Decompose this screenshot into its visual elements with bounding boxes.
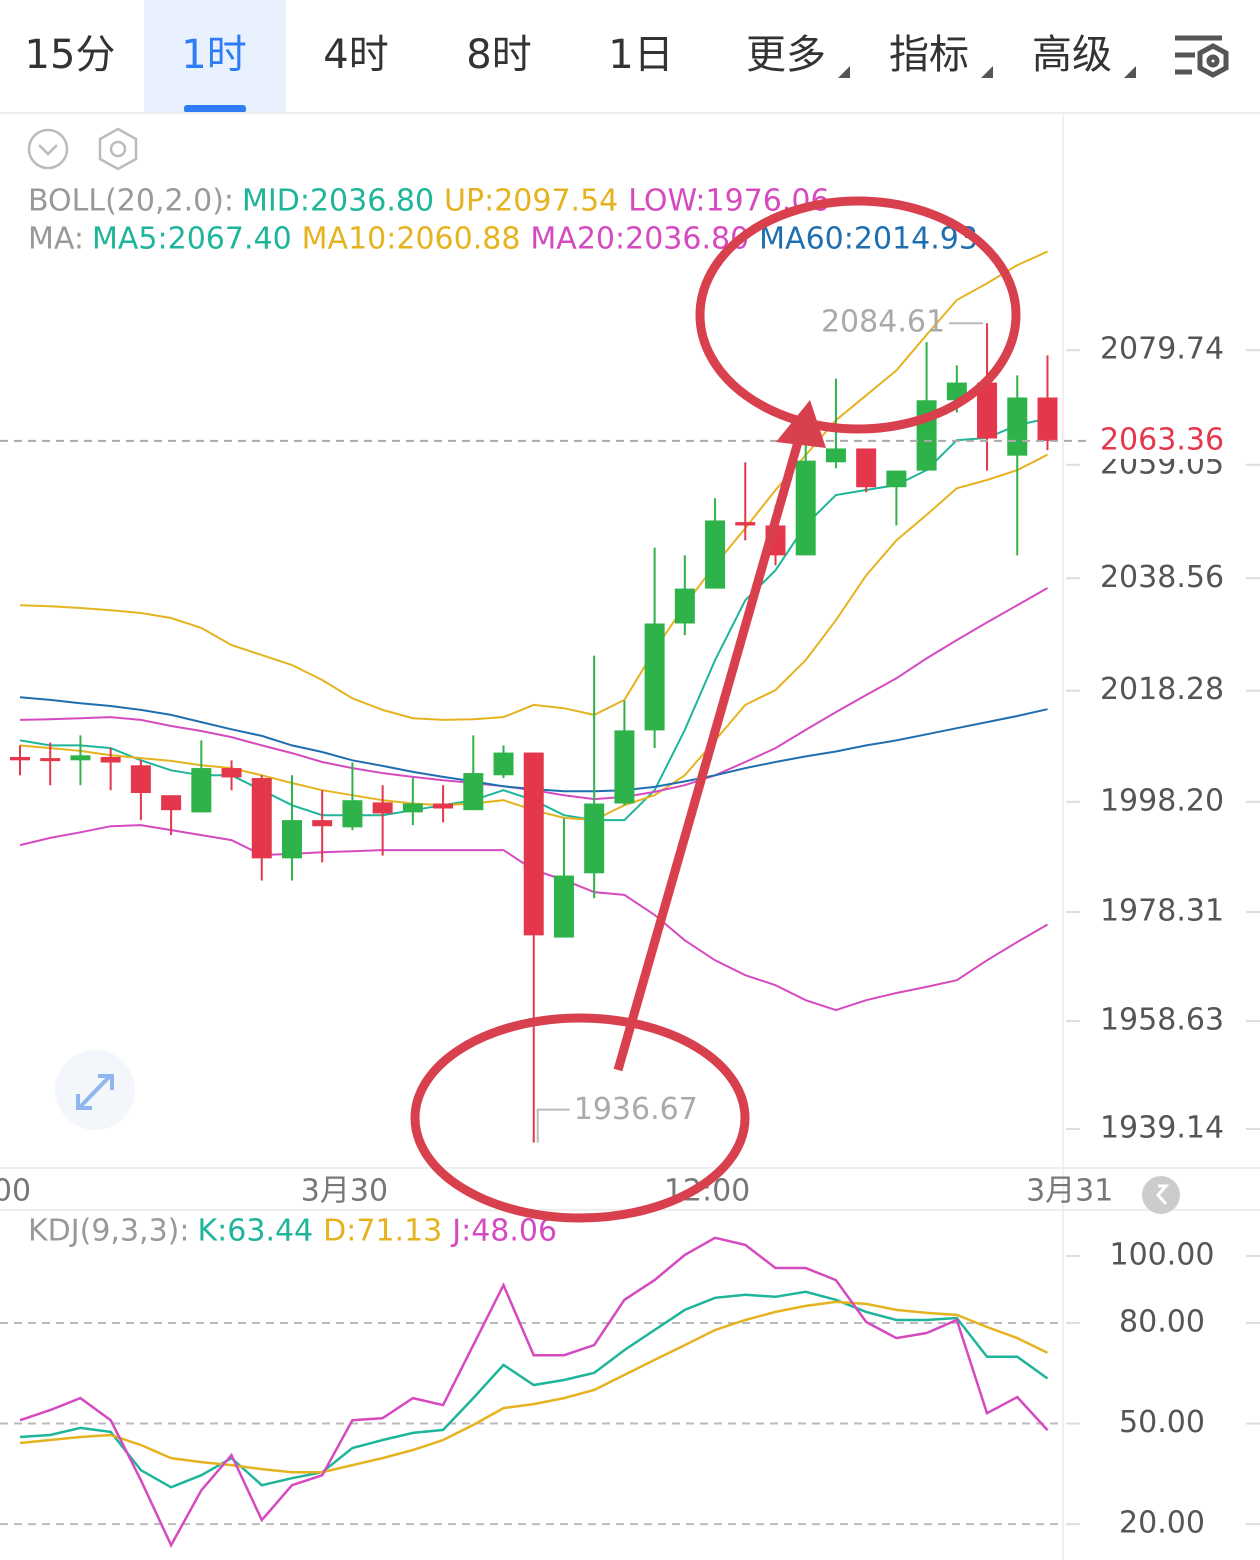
- x-tick-label: 3月31: [1026, 1174, 1113, 1209]
- tab[interactable]: 8时: [466, 32, 531, 78]
- hand-annotation: [410, 196, 1021, 1223]
- tab[interactable]: 更多: [746, 32, 826, 78]
- tab[interactable]: 指标: [889, 32, 969, 78]
- settings-icon[interactable]: [1175, 35, 1229, 78]
- candle-body: [735, 522, 756, 526]
- y-tick-label: 80.00: [1119, 1304, 1205, 1339]
- candle-body: [977, 382, 998, 439]
- selected-tab-bg: [144, 0, 286, 113]
- low-label: 1936.67: [574, 1092, 698, 1127]
- x-tick-label: 3月30: [301, 1174, 388, 1209]
- candle-body: [40, 758, 61, 762]
- back-to-latest-button[interactable]: [1142, 1176, 1180, 1214]
- low-leader: [536, 1108, 570, 1143]
- legend-title: BOLL(20,2.0):: [28, 184, 234, 219]
- indicator-line: [19, 1300, 1049, 1474]
- candle-body: [161, 795, 182, 811]
- candle-body: [402, 803, 423, 813]
- y-tick-label: 1939.14: [1100, 1111, 1224, 1146]
- candle-body: [100, 756, 121, 763]
- candle-body: [644, 623, 665, 731]
- candle-body: [825, 448, 846, 463]
- tab[interactable]: 1时: [181, 32, 246, 78]
- candle-body: [1007, 397, 1028, 456]
- y-tick-label: 2038.56: [1100, 560, 1224, 595]
- y-tick-label: 50.00: [1119, 1405, 1205, 1440]
- indicator-line: [19, 250, 1048, 721]
- y-tick-label: 20.00: [1119, 1506, 1205, 1541]
- y-tick-label: 1998.20: [1100, 783, 1224, 818]
- candle-body: [281, 820, 302, 859]
- tab[interactable]: 高级: [1032, 32, 1112, 78]
- candle-body: [493, 752, 514, 776]
- legend-item: MA20:2036.80: [530, 222, 749, 257]
- candle-body: [856, 448, 877, 488]
- y-tick-label: 2018.28: [1100, 672, 1224, 707]
- tab[interactable]: 4时: [323, 32, 388, 78]
- legend-item: MA5:2067.40: [92, 222, 292, 257]
- y-tick-label: 100.00: [1110, 1237, 1215, 1272]
- indicator-line: [19, 1236, 1049, 1548]
- candle-body: [463, 773, 484, 811]
- candle-body: [584, 803, 605, 874]
- hand-arrowhead: [776, 400, 826, 448]
- tab[interactable]: 1日: [608, 32, 673, 78]
- candle-body: [433, 803, 454, 809]
- candle-body: [342, 800, 363, 828]
- x-tick-label: 00: [0, 1174, 31, 1209]
- candle-body: [614, 730, 635, 804]
- expand-icon[interactable]: [55, 1050, 135, 1130]
- settings-hex-icon[interactable]: [98, 127, 138, 171]
- legend-title: KDJ(9,3,3):: [28, 1214, 189, 1249]
- dropdown-caret: [1124, 66, 1136, 78]
- current-price-label: 2063.36: [1100, 422, 1224, 457]
- candle-body: [70, 755, 91, 761]
- collapse-icon[interactable]: [27, 128, 69, 170]
- candle-body: [886, 470, 907, 488]
- candle-body: [130, 765, 151, 793]
- legend-item: K:63.44: [197, 1214, 313, 1249]
- candle-body: [674, 588, 695, 624]
- candle-body: [705, 520, 726, 589]
- candle-body: [312, 820, 333, 827]
- legend-item: D:71.13: [323, 1214, 442, 1249]
- selected-tab-indicator: [184, 105, 246, 113]
- current-price-bg: [1092, 422, 1242, 459]
- indicator-line: [19, 1290, 1049, 1489]
- candle-body: [795, 460, 816, 556]
- candle-body: [191, 768, 212, 813]
- tab[interactable]: 15分: [25, 32, 116, 78]
- candle-body: [221, 768, 242, 778]
- legend-item: MA60:2014.93: [759, 222, 978, 257]
- candle-body: [251, 778, 272, 859]
- y-tick-label: 1958.63: [1100, 1003, 1224, 1038]
- candle-body: [1037, 397, 1058, 441]
- plot: 2079.742059.052038.562018.281998.201978.…: [0, 184, 1260, 1548]
- legend-item: MID:2036.80: [242, 184, 434, 219]
- y-tick-label: 2079.74: [1100, 332, 1224, 367]
- candle-body: [10, 756, 30, 761]
- legend-item: UP:2097.54: [444, 184, 618, 219]
- legend-title: MA:: [28, 222, 84, 257]
- candle-body: [523, 752, 544, 936]
- y-tick-label: 1978.31: [1100, 894, 1224, 929]
- candle-body: [372, 802, 393, 814]
- high-label: 2084.61: [821, 305, 945, 340]
- dropdown-caret: [838, 66, 850, 78]
- candle-body: [553, 875, 574, 938]
- dropdown-caret: [981, 66, 993, 78]
- legend-item: MA10:2060.88: [302, 222, 521, 257]
